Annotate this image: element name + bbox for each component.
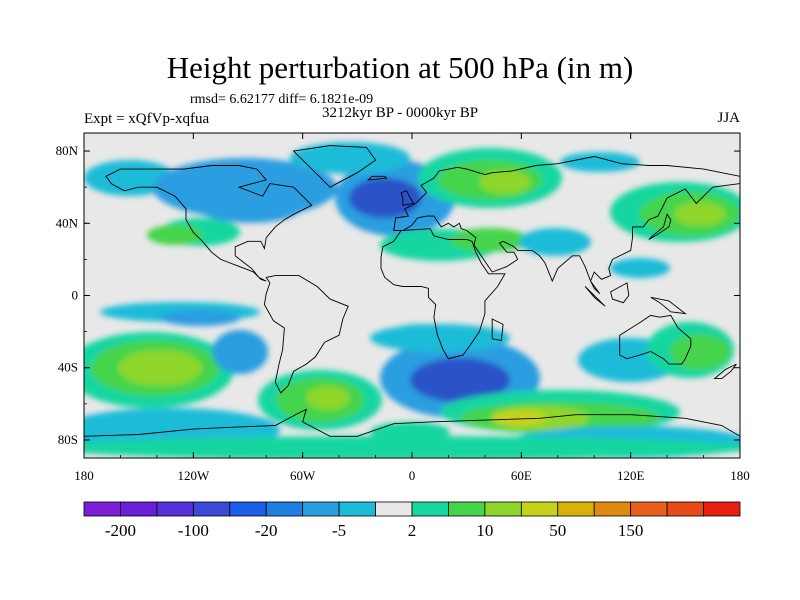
chart-title: Height perturbation at 500 hPa (in m) <box>166 50 634 85</box>
colorbar-label: -100 <box>178 521 209 540</box>
colorbar-box <box>666 501 704 517</box>
field-blob <box>118 350 202 386</box>
colorbar-box <box>520 501 559 517</box>
colorbar-box <box>703 501 741 517</box>
new-guinea-coast <box>650 296 687 315</box>
lat-tick-label: 80S <box>58 432 78 447</box>
lat-tick-label: 40N <box>56 215 79 230</box>
field-blob <box>306 386 350 410</box>
lon-tick-label: 0 <box>409 468 416 483</box>
colorbar-label: 50 <box>549 521 566 540</box>
colorbar-box <box>593 501 632 517</box>
north-america-coast <box>105 165 313 282</box>
antarctica-coast <box>84 408 740 458</box>
colorbar-box <box>302 501 340 517</box>
colorbar-label: 10 <box>476 521 493 540</box>
field-blob <box>674 202 726 226</box>
lat-tick-label: 80N <box>56 143 79 158</box>
lon-tick-label: 180 <box>730 468 750 483</box>
colorbar-box <box>156 501 194 517</box>
colorbar-box <box>229 501 267 517</box>
borneo-coast <box>610 282 630 304</box>
lon-tick-label: 180 <box>74 468 94 483</box>
lon-tick-label: 120W <box>177 468 210 483</box>
field-blob <box>479 170 531 194</box>
colorbar-box <box>375 501 413 517</box>
madagascar-coast <box>491 318 504 342</box>
field-blob <box>160 310 240 326</box>
lon-tick-label: 60E <box>511 468 532 483</box>
field-blob <box>560 152 640 172</box>
field-blob <box>212 330 268 374</box>
colorbar-box <box>83 501 121 517</box>
colorbar-box <box>630 501 668 517</box>
colorbar-box <box>338 501 376 517</box>
field-blob <box>610 258 670 278</box>
colorbar-box <box>484 501 522 517</box>
lat-tick-label: 0 <box>72 288 79 303</box>
field-blob <box>147 225 203 245</box>
colorbar-box <box>192 501 231 517</box>
lon-tick-label: 60W <box>290 468 316 483</box>
iceland-coast <box>367 175 388 181</box>
map-axes: 80N 40N 0 40S 80S 180 120W 60W 0 60E 120E 180 <box>56 133 750 483</box>
colorbar-box <box>557 501 595 517</box>
period-label: 3212kyr BP - 0000kyr BP <box>322 105 479 121</box>
colorbar-box <box>411 501 449 517</box>
field-blob <box>492 410 548 426</box>
south-america-coast <box>263 275 349 394</box>
colorbar-box <box>448 501 486 517</box>
map-area <box>84 133 740 458</box>
lon-tick-label: 120E <box>617 468 645 483</box>
field-blob <box>84 436 740 458</box>
field-blob <box>410 358 510 402</box>
sumatra-coast <box>584 286 606 307</box>
eurasia-coast <box>393 156 740 295</box>
colorbar-label: -5 <box>332 521 346 540</box>
colorbar-label: 150 <box>618 521 644 540</box>
field-blob <box>519 228 591 256</box>
australia-coast <box>619 314 692 365</box>
field-blob <box>370 324 510 352</box>
field-blob <box>349 178 421 218</box>
colorbar-box <box>265 501 304 517</box>
colorbar-label: 2 <box>408 521 417 540</box>
britain-coast <box>400 190 415 206</box>
japan-coast <box>648 213 672 240</box>
field-blob <box>290 142 410 174</box>
field-blob <box>450 228 530 252</box>
season-label: JJA <box>717 110 740 126</box>
greenland-coast <box>292 145 377 188</box>
colorbar-box <box>120 501 158 517</box>
rmsd-stats: rmsd= 6.62177 diff= 6.1821e-09 <box>190 92 374 107</box>
colorbar-label: -200 <box>105 521 136 540</box>
experiment-label: Expt = xQfVp-xqfua <box>84 111 210 127</box>
new-zealand-coast <box>713 363 737 380</box>
field-blob <box>670 334 730 370</box>
colorbar: -200 -100 -20 -5 2 10 50 150 <box>83 501 741 540</box>
colorbar-label: -20 <box>255 521 278 540</box>
coastlines <box>84 145 740 458</box>
africa-coast <box>380 228 506 360</box>
lat-tick-label: 40S <box>58 360 78 375</box>
field-blob <box>195 187 305 223</box>
